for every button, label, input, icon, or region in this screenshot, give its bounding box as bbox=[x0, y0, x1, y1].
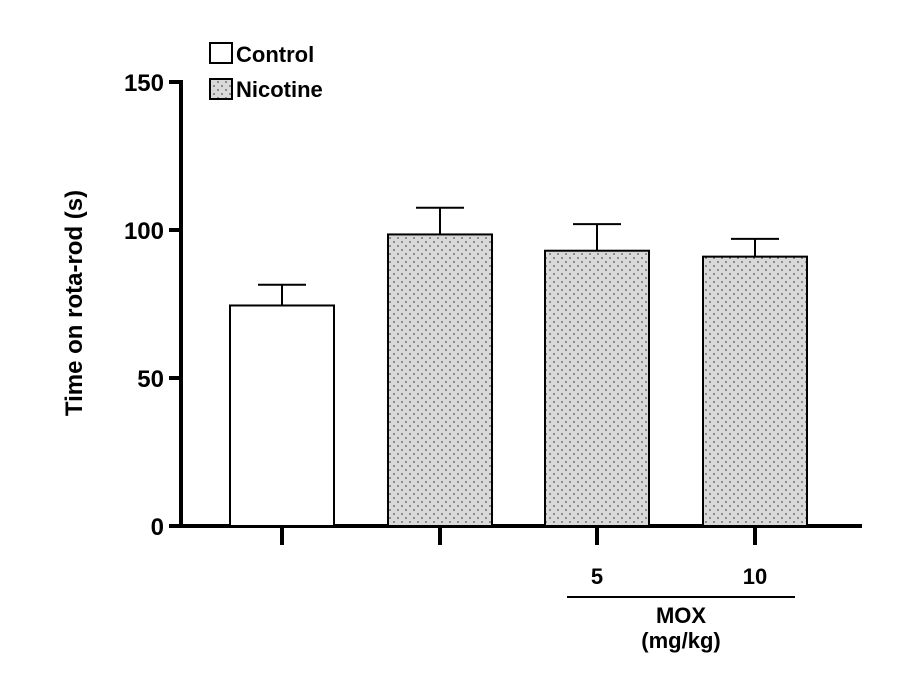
y-ticks: 0 50 100 150 bbox=[124, 70, 181, 541]
bar-nicotine bbox=[544, 249, 650, 527]
group-label-line1: MOX bbox=[656, 603, 706, 628]
legend-control-label: Control bbox=[236, 42, 314, 67]
group-label-line2: (mg/kg) bbox=[641, 628, 720, 653]
x-tick-label: 10 bbox=[743, 564, 767, 589]
y-axis-label: Time on rota-rod (s) bbox=[61, 190, 88, 416]
legend-nicotine-swatch bbox=[209, 78, 233, 100]
legend: Control Nicotine bbox=[209, 42, 323, 102]
error-bars bbox=[258, 206, 779, 306]
legend-control-swatch bbox=[209, 42, 233, 64]
y-tick-label: 150 bbox=[124, 70, 164, 97]
bar-control bbox=[229, 304, 335, 528]
x-ticks: 5 10 bbox=[280, 528, 767, 589]
x-tick-label: 5 bbox=[591, 564, 603, 589]
bar-nicotine bbox=[702, 255, 808, 527]
y-tick-label: 50 bbox=[137, 366, 164, 393]
bar-nicotine bbox=[387, 233, 493, 527]
y-tick-label: 0 bbox=[151, 514, 164, 541]
legend-nicotine-label: Nicotine bbox=[236, 77, 323, 102]
bars bbox=[229, 233, 808, 528]
y-tick-label: 100 bbox=[124, 218, 164, 245]
